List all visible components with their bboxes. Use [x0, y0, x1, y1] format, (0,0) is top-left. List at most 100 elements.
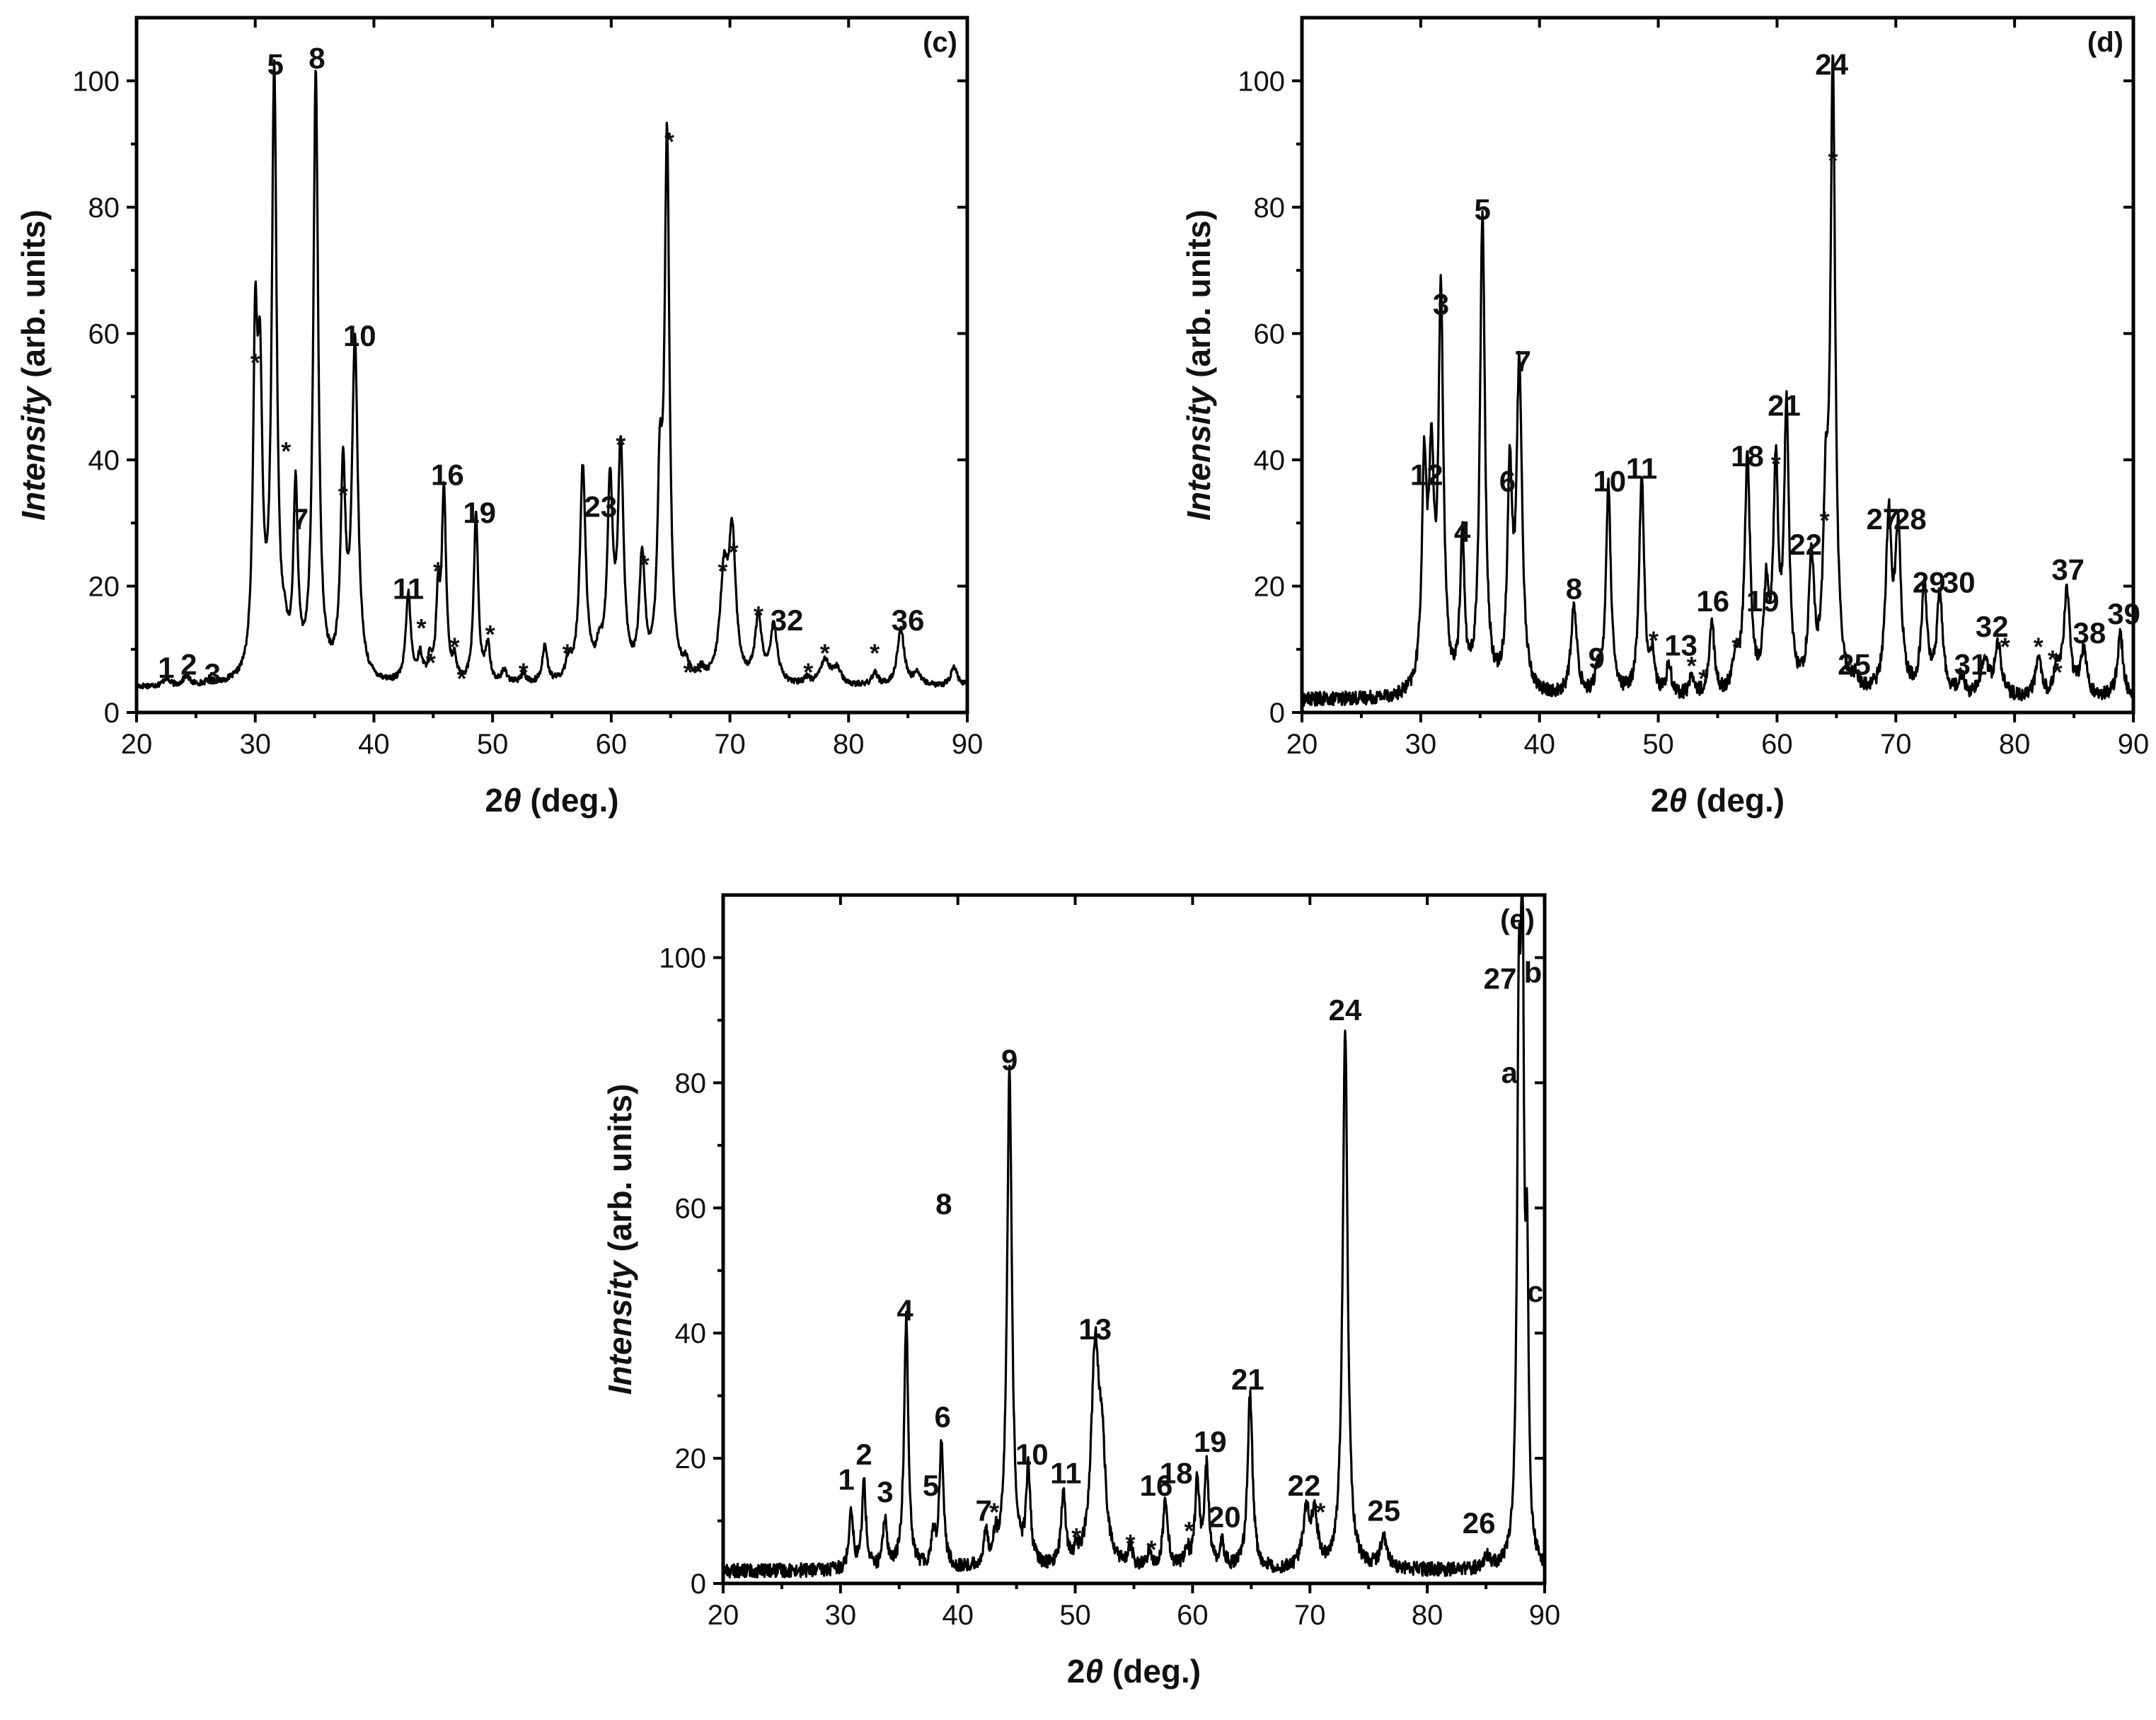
x-tick-label: 90 — [952, 729, 984, 760]
impurity-marker: * — [1731, 633, 1741, 662]
peak-index-label: 19 — [1746, 584, 1780, 618]
impurity-marker: * — [433, 557, 443, 586]
y-tick-label: 40 — [88, 445, 120, 476]
x-tick-label: 60 — [1177, 1600, 1209, 1631]
panel-tag: (c) — [923, 27, 957, 58]
x-tick-label: 90 — [2118, 729, 2150, 760]
peak-index-label: 27 — [1866, 502, 1899, 536]
x-axis-label: 2θ (deg.) — [1067, 1653, 1201, 1690]
peak-index-label: 8 — [1566, 572, 1582, 605]
peak-index-label: 7 — [1515, 345, 1531, 378]
x-tick-label: 50 — [1059, 1600, 1091, 1631]
impurity-marker: * — [754, 601, 763, 630]
y-tick-label: 20 — [88, 571, 120, 602]
x-tick-label: 30 — [825, 1600, 857, 1631]
peak-index-label: 26 — [1463, 1506, 1496, 1540]
peak-index-label: 30 — [1942, 565, 1976, 599]
peak-index-label: 25 — [1367, 1494, 1400, 1528]
peak-index-label: 8 — [309, 41, 325, 74]
impurity-marker: * — [281, 437, 291, 466]
peak-index-label: 21 — [1768, 388, 1801, 422]
impurity-marker: * — [729, 538, 739, 567]
peak-index-label: 38 — [2073, 616, 2106, 650]
x-tick-label: 80 — [833, 729, 865, 760]
peak-index-label: 3 — [204, 657, 221, 691]
x-tick-label: 50 — [477, 729, 509, 760]
x-tick-label: 70 — [1294, 1600, 1326, 1631]
peak-index-label: 1 — [838, 1462, 854, 1496]
peak-index-label: 5 — [267, 47, 284, 81]
peak-index-label: 21 — [1231, 1363, 1264, 1396]
impurity-marker: * — [1828, 146, 1838, 175]
peak-index-label: 3 — [877, 1475, 893, 1508]
peak-index-label: 11 — [1050, 1456, 1081, 1489]
y-tick-label: 0 — [1269, 698, 1285, 729]
x-tick-label: 30 — [239, 729, 271, 760]
y-tick-label: 100 — [659, 942, 706, 974]
peak-index-label: 13 — [1078, 1312, 1112, 1346]
x-tick-label: 70 — [1880, 729, 1912, 760]
peak-index-label: 4 — [897, 1293, 913, 1327]
peak-index-label: 39 — [2107, 597, 2140, 630]
x-tick-label: 20 — [121, 729, 153, 760]
impurity-marker: * — [820, 639, 830, 668]
impurity-marker: * — [870, 639, 880, 668]
impurity-marker: * — [457, 664, 467, 693]
panel-tag: (e) — [1500, 904, 1535, 935]
y-axis-label: Intensity (arb. units) — [15, 209, 52, 521]
x-tick-label: 40 — [358, 729, 390, 760]
impurity-marker: * — [1184, 1516, 1194, 1545]
peak-index-label: 16 — [431, 458, 464, 492]
impurity-marker: * — [1687, 651, 1697, 680]
x-tick-label: 70 — [714, 729, 746, 760]
y-tick-label: 60 — [88, 318, 120, 350]
peak-index-label: 4 — [1454, 515, 1471, 548]
x-axis-label: 2θ (deg.) — [1651, 782, 1785, 819]
x-tick-label: 90 — [1529, 1600, 1561, 1631]
impurity-marker: * — [1698, 664, 1708, 693]
x-tick-label: 20 — [708, 1600, 739, 1631]
impurity-marker: * — [718, 557, 728, 586]
y-tick-label: 0 — [691, 1569, 706, 1600]
impurity-marker: * — [640, 550, 650, 579]
impurity-marker: * — [519, 657, 529, 686]
peak-index-label: 7 — [292, 502, 309, 536]
peak-index-label: 10 — [1593, 465, 1626, 498]
peak-index-label: 5 — [1474, 193, 1490, 226]
x-tick-label: 80 — [1412, 1600, 1443, 1631]
peak-index-label: 22 — [1288, 1469, 1321, 1502]
peak-index-label: 8 — [935, 1187, 952, 1220]
impurity-marker: * — [989, 1498, 999, 1527]
x-tick-label: 50 — [1642, 729, 1674, 760]
peak-index-label: 24 — [1815, 47, 1848, 81]
impurity-marker: * — [250, 348, 260, 377]
y-tick-label: 40 — [1254, 445, 1286, 476]
impurity-marker: ** — [684, 657, 703, 686]
peak-index-label: 5 — [923, 1469, 939, 1502]
peak-index-label: c — [1527, 1275, 1543, 1308]
peak-index-label: 3 — [1433, 288, 1449, 321]
peak-index-label: 29 — [1913, 565, 1946, 599]
peak-index-label: 7 — [976, 1494, 992, 1528]
y-tick-label: 100 — [1238, 66, 1285, 97]
impurity-marker: * — [485, 620, 495, 649]
y-axis-label: Intensity (arb. units) — [1180, 209, 1217, 521]
impurity-marker: * — [449, 633, 459, 662]
peak-index-label: b — [1524, 956, 1543, 989]
peak-index-label: 6 — [1499, 465, 1516, 498]
peak-index-label: 11 — [1626, 452, 1657, 485]
y-tick-label: 40 — [675, 1318, 707, 1349]
impurity-marker: * — [803, 657, 813, 686]
peak-index-label: 27 — [1484, 962, 1517, 995]
peak-index-label: 32 — [771, 604, 804, 637]
peak-index-label: 1 — [158, 651, 174, 684]
peak-index-label: 16 — [1140, 1469, 1173, 1502]
peak-index-label: 18 — [1160, 1456, 1193, 1489]
peak-index-label: 37 — [2051, 553, 2085, 587]
peak-index-label: 19 — [463, 496, 496, 529]
y-tick-label: 80 — [88, 192, 120, 224]
impurity-marker: * — [2034, 633, 2043, 662]
